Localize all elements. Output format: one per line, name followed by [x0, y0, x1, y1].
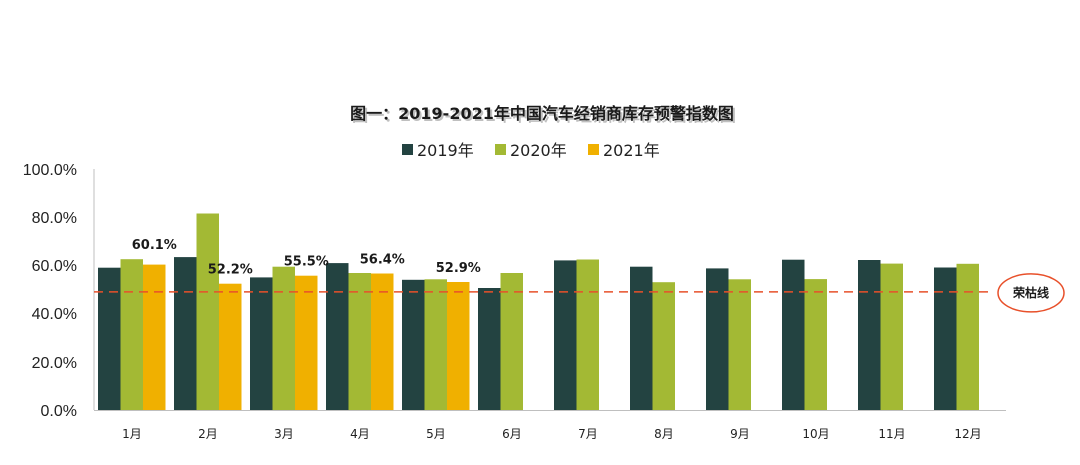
bar-2020年-5月: [424, 279, 447, 410]
bar-2021年-3月: [295, 275, 318, 410]
x-tick-label: 7月: [578, 427, 598, 441]
data-label-2021-2月: 52.2%: [208, 263, 253, 278]
prosperity-line-label-oval: [997, 273, 1065, 313]
data-label-2021-1月: 60.1%: [132, 238, 177, 253]
x-tick-label: 6月: [502, 427, 522, 441]
bar-2019年-9月: [706, 268, 729, 410]
bar-2020年-6月: [500, 273, 523, 410]
bar-2021年-2月: [219, 283, 242, 410]
bar-2019年-11月: [858, 260, 881, 410]
bar-2019年-4月: [326, 263, 349, 410]
bar-2019年-3月: [250, 277, 273, 410]
data-label-2021-5月: 52.9%: [436, 261, 481, 276]
bar-2020年-10月: [804, 279, 827, 410]
bar-2019年-6月: [478, 288, 501, 410]
bar-2019年-10月: [782, 259, 805, 410]
bar-2020年-8月: [652, 282, 675, 410]
y-tick-label: 100.0%: [23, 162, 77, 179]
bar-2020年-12月: [956, 263, 979, 410]
bar-2020年-11月: [880, 263, 903, 410]
x-tick-label: 3月: [274, 427, 294, 441]
legend-swatch-2020: [495, 144, 506, 155]
y-tick-label: 40.0%: [32, 306, 77, 323]
bar-2021年-4月: [371, 273, 394, 410]
legend-label-2021: 2021年: [603, 141, 660, 160]
bar-2020年-4月: [348, 273, 371, 410]
bar-2020年-7月: [576, 259, 599, 410]
bar-2019年-2月: [174, 257, 197, 410]
legend-label-2020: 2020年: [510, 141, 567, 160]
bar-2019年-8月: [630, 266, 653, 410]
legend-label-2019: 2019年: [417, 141, 474, 160]
bar-2019年-1月: [98, 267, 121, 410]
bar-2020年-2月: [196, 213, 219, 410]
bar-2020年-9月: [728, 279, 751, 410]
y-tick-label: 60.0%: [32, 258, 77, 275]
y-tick-label: 20.0%: [32, 355, 77, 372]
y-tick-label: 80.0%: [32, 210, 77, 227]
bar-series-group: [98, 213, 979, 410]
bar-2021年-1月: [143, 264, 166, 410]
x-tick-label: 2月: [198, 427, 218, 441]
x-tick-label: 8月: [654, 427, 674, 441]
bar-2019年-5月: [402, 279, 425, 410]
chart-title: 图一：2019-2021年中国汽车经销商库存预警指数图: [350, 104, 734, 123]
bar-2019年-12月: [934, 267, 957, 410]
prosperity-line-label: 荣枯线: [1012, 285, 1049, 300]
bar-2020年-3月: [272, 266, 295, 410]
x-tick-label: 11月: [878, 427, 905, 441]
x-tick-label: 10月: [802, 427, 829, 441]
data-label-2021-3月: 55.5%: [284, 255, 329, 270]
bar-2021年-5月: [447, 282, 470, 410]
legend-swatch-2019: [402, 144, 413, 155]
data-label-2021-4月: 56.4%: [360, 253, 405, 268]
data-labels-group: 60.1% 52.2% 55.5% 56.4% 52.9%: [132, 238, 481, 278]
chart-legend: 2019年 2020年 2021年: [402, 141, 660, 160]
x-axis-ticks: 1月 2月 3月 4月 5月 6月 7月 8月 9月 10月 11月 12月: [122, 427, 981, 441]
x-tick-label: 4月: [350, 427, 370, 441]
chart-title-shadow: 图一：2019-2021年中国汽车经销商库存预警指数图: [352, 106, 736, 125]
y-axis-ticks: 0.0% 20.0% 40.0% 60.0% 80.0% 100.0%: [23, 162, 77, 420]
x-tick-label: 12月: [954, 427, 981, 441]
bar-2020年-1月: [120, 259, 143, 410]
bar-2019年-7月: [554, 260, 577, 410]
x-tick-label: 5月: [426, 427, 446, 441]
x-tick-label: 9月: [730, 427, 750, 441]
legend-swatch-2021: [588, 144, 599, 155]
x-tick-label: 1月: [122, 427, 142, 441]
y-tick-label: 0.0%: [41, 403, 77, 420]
